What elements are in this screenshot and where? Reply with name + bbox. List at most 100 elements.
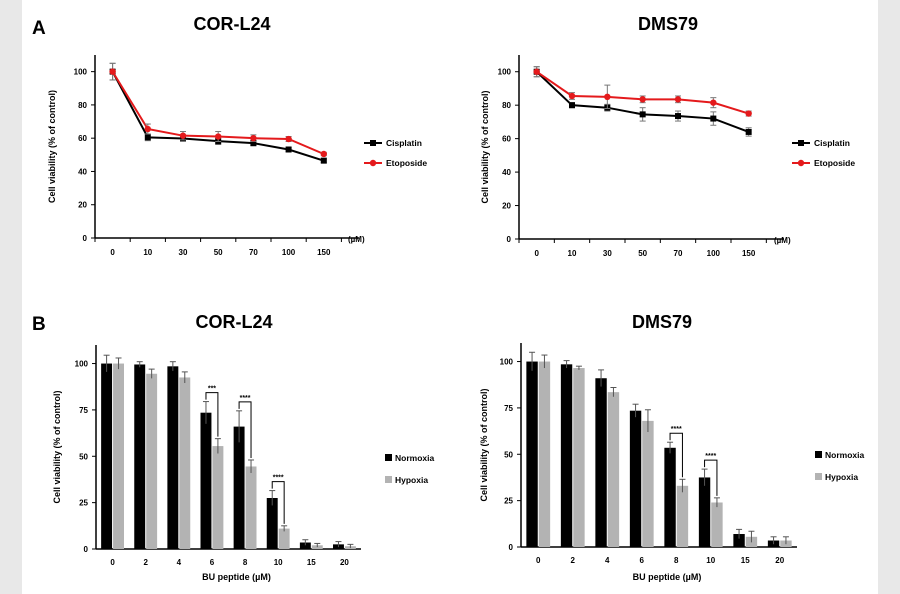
data-point <box>285 135 292 143</box>
x-tick-label: 70 <box>674 249 683 258</box>
x-tick-label: 70 <box>249 248 258 257</box>
y-tick-label: 50 <box>504 450 513 459</box>
bar <box>642 420 654 547</box>
data-point <box>639 96 646 103</box>
data-point <box>568 92 576 100</box>
x-tick-label: 6 <box>640 556 645 565</box>
significance-label: **** <box>240 395 251 402</box>
x-tick-label: 10 <box>706 556 715 565</box>
bracket-line <box>238 401 252 458</box>
x-unit-label: (µM) <box>774 236 791 245</box>
bar <box>167 366 179 549</box>
chart-title: DMS79 <box>638 14 698 34</box>
series-etoposide <box>109 62 327 158</box>
data-point <box>320 150 327 158</box>
x-tick-label: 8 <box>243 558 248 567</box>
bracket-line <box>205 392 219 437</box>
x-tick-label: 10 <box>143 248 152 257</box>
y-tick-label: 0 <box>507 235 512 244</box>
data-point <box>320 157 327 164</box>
bar <box>113 363 124 549</box>
legend-label: Normoxia <box>395 453 434 463</box>
bar <box>711 502 723 547</box>
chart-title: COR-L24 <box>193 14 270 34</box>
y-tick-label: 100 <box>74 68 88 77</box>
legend-label: Etoposide <box>814 158 855 168</box>
y-tick-label: 0 <box>84 545 89 554</box>
legend-label: Normoxia <box>825 450 864 460</box>
panel-letter-b: B <box>32 314 46 335</box>
legend-marker <box>798 140 804 146</box>
bar <box>212 446 224 549</box>
panel-letter-a: A <box>32 18 46 39</box>
bar <box>278 528 290 549</box>
y-tick-label: 80 <box>78 101 87 110</box>
significance-bracket: *** <box>205 386 219 437</box>
data-point <box>250 140 257 147</box>
significance-label: **** <box>705 453 716 460</box>
bar <box>299 542 311 549</box>
data-point <box>144 125 151 133</box>
bar <box>179 377 191 549</box>
x-tick-label: 6 <box>210 558 215 567</box>
bracket-line <box>271 481 285 524</box>
x-tick-label: 30 <box>603 249 612 258</box>
bar <box>233 426 245 549</box>
legend-label: Cisplatin <box>386 138 422 148</box>
significance-bracket: **** <box>238 395 252 458</box>
x-tick-label: 15 <box>741 556 750 565</box>
series-cisplatin <box>109 62 327 164</box>
series-cisplatin <box>533 66 752 137</box>
series-line <box>111 71 325 162</box>
data-point <box>745 128 752 135</box>
legend-swatch <box>815 473 822 480</box>
data-point <box>674 96 682 103</box>
legend-label: Hypoxia <box>825 472 858 482</box>
y-tick-label: 60 <box>78 134 87 143</box>
legend-marker <box>797 159 805 167</box>
data-point <box>144 134 151 141</box>
x-tick-label: 10 <box>274 558 283 567</box>
x-tick-label: 30 <box>179 248 188 257</box>
data-point <box>639 111 646 118</box>
bracket-line <box>704 459 718 496</box>
y-tick-label: 25 <box>79 499 88 508</box>
bar <box>573 368 585 547</box>
x-tick-label: 2 <box>571 556 576 565</box>
bar <box>698 477 711 547</box>
y-tick-label: 20 <box>78 201 87 210</box>
x-tick-label: 20 <box>340 558 349 567</box>
significance-label: *** <box>208 386 216 393</box>
y-tick-label: 100 <box>500 358 514 367</box>
x-tick-label: 0 <box>110 558 115 567</box>
data-point <box>710 115 717 122</box>
x-tick-label: 8 <box>674 556 679 565</box>
x-tick-label: 0 <box>536 556 541 565</box>
data-point <box>569 102 575 109</box>
significance-label: **** <box>671 426 682 433</box>
x-tick-label: 4 <box>177 558 182 567</box>
bar <box>607 392 620 547</box>
bar <box>526 361 538 547</box>
chart-title: DMS79 <box>632 312 692 332</box>
legend-marker <box>369 159 377 167</box>
x-tick-label: 50 <box>638 249 647 258</box>
x-axis-label: BU peptide (µM) <box>202 572 271 582</box>
bar <box>134 364 146 549</box>
bar <box>595 378 607 547</box>
bar <box>560 364 573 547</box>
y-tick-label: 75 <box>504 404 513 413</box>
x-tick-label: 150 <box>317 248 331 257</box>
bar <box>146 373 158 549</box>
significance-label: **** <box>273 475 284 482</box>
x-tick-label: 100 <box>707 249 721 258</box>
data-point <box>533 68 540 75</box>
data-point <box>179 132 187 139</box>
data-point <box>604 93 611 101</box>
legend-label: Hypoxia <box>395 475 428 485</box>
